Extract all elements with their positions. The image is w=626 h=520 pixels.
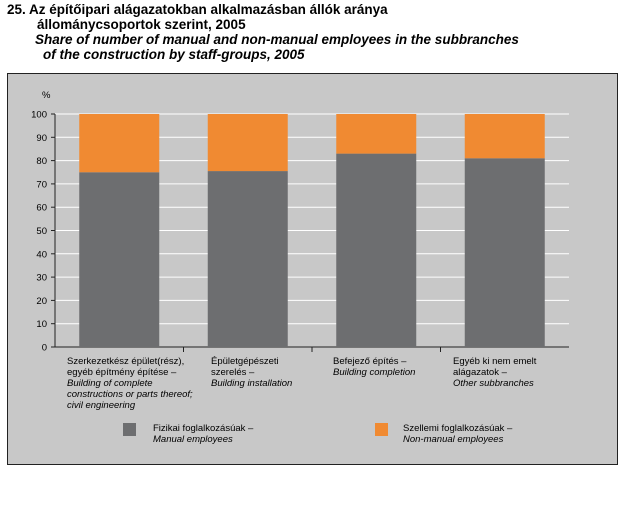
category-3-en: Building completion (333, 367, 416, 378)
bar-non-manual-2 (207, 114, 288, 172)
title-en-line2: of the construction by staff-groups, 200… (43, 47, 305, 62)
bar-manual-1 (79, 172, 160, 347)
y-tick-label-50: 50 (36, 226, 47, 237)
category-3-hu: Befejező építés – (333, 356, 407, 367)
y-axis-label: % (42, 90, 51, 101)
chart-plot: 0 10 20 30 40 50 60 70 80 90 100% (31, 90, 569, 354)
bar-manual-3 (336, 153, 417, 347)
legend-swatch-manual (123, 423, 136, 436)
y-tick-label-0: 0 (42, 343, 47, 354)
category-label-2: Épületgépészeti szerelés – Building inst… (211, 356, 311, 389)
title-english: Share of number of manual and non-manual… (7, 32, 619, 62)
title-hungarian: 25. Az építőipari alágazatokban alkalmaz… (7, 2, 619, 32)
title-hu-line1: 25. Az építőipari alágazatokban alkalmaz… (7, 2, 388, 17)
legend-swatch-non-manual (375, 423, 388, 436)
y-tick-label-30: 30 (36, 273, 47, 284)
bar-non-manual-1 (79, 114, 160, 173)
category-4-en: Other subbranches (453, 378, 534, 389)
category-label-1: Szerkezetkész épület(rész), egyéb építmé… (67, 356, 197, 411)
bar-non-manual-3 (336, 114, 417, 154)
y-tick-label-60: 60 (36, 203, 47, 214)
category-label-4: Egyéb ki nem emelt alágazatok – Other su… (453, 356, 553, 389)
category-label-3: Befejező építés – Building completion (333, 356, 443, 378)
chart-title: 25. Az építőipari alágazatokban alkalmaz… (7, 2, 619, 62)
legend-manual-en: Manual employees (153, 434, 233, 445)
legend-label-manual: Fizikai foglalkozásúak – Manual employee… (153, 423, 253, 445)
category-2-en: Building installation (211, 378, 293, 389)
legend-label-non-manual: Szellemi foglalkozásúak – Non-manual emp… (403, 423, 512, 445)
bar-non-manual-4 (464, 114, 545, 159)
title-en-line1: Share of number of manual and non-manual… (35, 32, 519, 47)
legend-non-manual-en: Non-manual employees (403, 434, 504, 445)
category-2-hu: Épületgépészeti szerelés – (211, 356, 279, 378)
y-tick-label-10: 10 (36, 319, 47, 330)
legend-manual-hu: Fizikai foglalkozásúak – (153, 423, 254, 434)
category-1-hu: Szerkezetkész épület(rész), egyéb építmé… (67, 356, 185, 378)
chart-frame: 0 10 20 30 40 50 60 70 80 90 100% Szerkezetkész ép… (7, 73, 618, 465)
title-hu-line2: állománycsoportok szerint, 2005 (37, 17, 246, 32)
y-tick-label-80: 80 (36, 156, 47, 167)
bar-manual-4 (464, 158, 545, 347)
y-tick-label-70: 70 (36, 179, 47, 190)
bar-manual-2 (207, 171, 288, 347)
y-tick-label-100: 100 (31, 110, 47, 121)
category-4-hu: Egyéb ki nem emelt alágazatok – (453, 356, 537, 378)
y-tick-label-90: 90 (36, 133, 47, 144)
y-tick-label-40: 40 (36, 249, 47, 260)
legend-non-manual-hu: Szellemi foglalkozásúak – (403, 423, 513, 434)
category-1-en: Building of complete constructions or pa… (67, 378, 193, 411)
y-tick-label-20: 20 (36, 296, 47, 307)
